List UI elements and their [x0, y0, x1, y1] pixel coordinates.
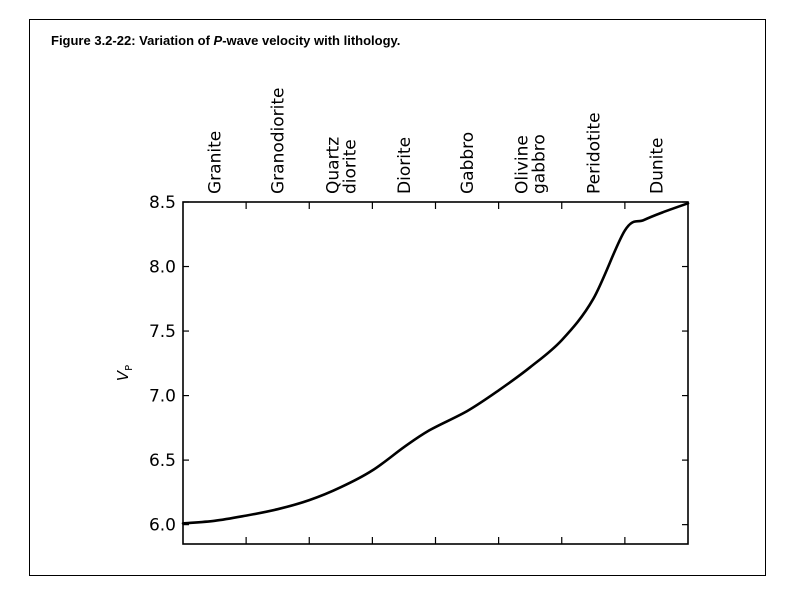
data-point [403, 446, 405, 448]
category-label-line: Granite [206, 131, 226, 194]
data-point [213, 520, 215, 522]
data-point [561, 339, 563, 341]
figure-title: Figure 3.2-22: Variation of P-wave veloc… [51, 33, 400, 48]
data-point [308, 499, 310, 501]
category-label-line: Diorite [395, 137, 415, 194]
data-point [182, 522, 184, 524]
data-point [340, 486, 342, 488]
category-label: Dunite [647, 138, 667, 195]
y-axis-label: VP [114, 365, 135, 381]
y-tick-label: 7.5 [149, 322, 176, 342]
data-point [643, 219, 645, 221]
data-point [592, 298, 594, 300]
category-label: Granite [206, 131, 226, 194]
data-point [529, 366, 531, 368]
data-point [245, 514, 247, 516]
figure-title-italic: P [213, 33, 223, 48]
data-point [497, 389, 499, 391]
category-label: Quartzdiorite [323, 137, 360, 194]
category-label-line: Olivine [513, 135, 533, 194]
y-tick-label: 8.0 [149, 258, 176, 278]
category-label: Gabbro [458, 132, 478, 194]
data-point [428, 429, 430, 431]
category-label: Peridotite [584, 112, 604, 194]
data-point [687, 202, 689, 204]
category-label-line: Quartz [323, 137, 343, 194]
data-point [466, 410, 468, 412]
category-label: Diorite [395, 137, 415, 194]
category-label-line: gabbro [530, 134, 550, 194]
y-tick-label: 6.0 [149, 516, 176, 536]
y-tick-label: 7.0 [149, 387, 176, 407]
category-label-line: Peridotite [584, 112, 604, 194]
velocity-line [181, 202, 690, 525]
y-tick-label: 6.5 [149, 451, 176, 471]
category-label-line: Dunite [647, 138, 667, 195]
category-label-line: Granodiorite [269, 87, 289, 194]
data-point [276, 508, 278, 510]
category-label-line: Gabbro [458, 132, 478, 194]
y-axis-label-main: V [114, 369, 132, 381]
data-point [624, 229, 626, 231]
figure-title-prefix: Figure 3.2-22: Variation of [51, 33, 214, 48]
figure-frame [29, 19, 766, 576]
y-axis-label-subscript: P [124, 365, 135, 371]
data-point [371, 469, 373, 471]
figure-title-suffix: -wave velocity with lithology. [222, 33, 401, 48]
category-label: Olivinegabbro [513, 134, 550, 194]
category-label-line: diorite [340, 139, 360, 194]
data-point [662, 211, 664, 213]
plot-frame [182, 201, 689, 545]
y-tick-label: 8.5 [149, 193, 176, 213]
category-label: Granodiorite [269, 87, 289, 194]
